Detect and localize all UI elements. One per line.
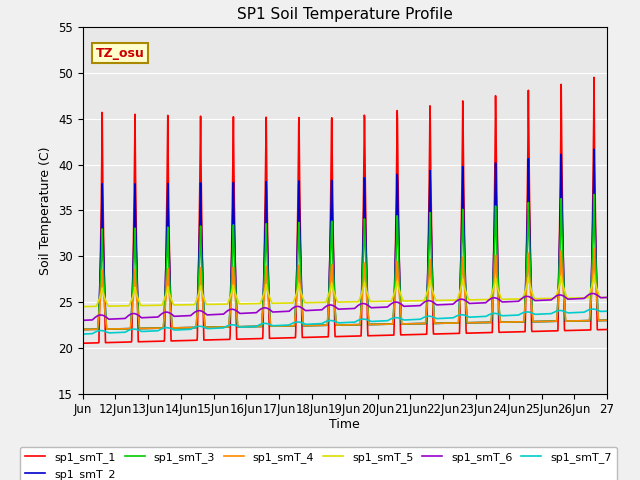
sp1_smT_2 [79, 326, 86, 332]
sp1_smT_4 [355, 322, 362, 327]
sp1_smT_6 [211, 312, 219, 317]
sp1_smT_7 [572, 310, 579, 315]
sp1_smT_6 [355, 302, 362, 308]
sp1_smT_7 [604, 308, 611, 314]
sp1_smT_7 [269, 323, 277, 329]
sp1_smT_4 [269, 324, 277, 329]
sp1_smT_5 [249, 301, 257, 307]
sp1_smT_7 [589, 306, 596, 312]
sp1_smT_3 [211, 324, 219, 330]
sp1_smT_3 [269, 324, 277, 329]
sp1_smT_1 [249, 336, 257, 342]
sp1_smT_2 [249, 324, 257, 329]
sp1_smT_6 [575, 296, 582, 301]
sp1_smT_1 [79, 340, 86, 346]
sp1_smT_3 [79, 326, 86, 332]
sp1_smT_4 [604, 317, 611, 323]
sp1_smT_1 [572, 327, 579, 333]
sp1_smT_5 [355, 299, 362, 305]
sp1_smT_6 [589, 290, 596, 296]
sp1_smT_7 [249, 324, 257, 330]
sp1_smT_2 [572, 318, 579, 324]
sp1_smT_5 [575, 295, 582, 301]
sp1_smT_2 [590, 146, 598, 152]
sp1_smT_5 [572, 295, 579, 301]
Legend: sp1_smT_1, sp1_smT_2, sp1_smT_3, sp1_smT_4, sp1_smT_5, sp1_smT_6, sp1_smT_7: sp1_smT_1, sp1_smT_2, sp1_smT_3, sp1_smT… [20, 447, 618, 480]
sp1_smT_4 [249, 324, 257, 329]
sp1_smT_6 [572, 296, 579, 302]
sp1_smT_4 [572, 318, 579, 324]
sp1_smT_3 [572, 318, 579, 324]
sp1_smT_3 [604, 317, 611, 323]
sp1_smT_6 [604, 295, 611, 300]
sp1_smT_3 [355, 322, 362, 327]
Line: sp1_smT_2: sp1_smT_2 [83, 149, 607, 329]
sp1_smT_5 [590, 272, 598, 278]
Y-axis label: Soil Temperature (C): Soil Temperature (C) [39, 146, 52, 275]
Line: sp1_smT_1: sp1_smT_1 [83, 77, 607, 343]
sp1_smT_5 [269, 300, 277, 306]
X-axis label: Time: Time [330, 418, 360, 431]
sp1_smT_6 [79, 317, 86, 323]
sp1_smT_1 [590, 74, 598, 80]
sp1_smT_2 [211, 324, 219, 330]
sp1_smT_3 [575, 318, 582, 324]
Line: sp1_smT_5: sp1_smT_5 [83, 275, 607, 307]
sp1_smT_1 [604, 326, 611, 332]
Line: sp1_smT_7: sp1_smT_7 [83, 309, 607, 334]
sp1_smT_5 [79, 304, 86, 310]
sp1_smT_7 [575, 310, 582, 315]
sp1_smT_4 [79, 326, 86, 332]
Line: sp1_smT_6: sp1_smT_6 [83, 293, 607, 320]
sp1_smT_4 [211, 324, 219, 330]
sp1_smT_4 [575, 318, 582, 324]
sp1_smT_5 [604, 295, 611, 300]
sp1_smT_5 [211, 301, 219, 307]
sp1_smT_2 [269, 324, 277, 329]
sp1_smT_2 [355, 322, 362, 327]
sp1_smT_7 [211, 325, 219, 331]
Title: SP1 Soil Temperature Profile: SP1 Soil Temperature Profile [237, 7, 452, 22]
Line: sp1_smT_4: sp1_smT_4 [83, 249, 607, 329]
sp1_smT_1 [575, 327, 582, 333]
sp1_smT_1 [211, 337, 219, 343]
Line: sp1_smT_3: sp1_smT_3 [83, 194, 607, 329]
sp1_smT_4 [590, 246, 598, 252]
sp1_smT_7 [79, 331, 86, 337]
sp1_smT_2 [604, 317, 611, 323]
sp1_smT_1 [355, 333, 362, 339]
sp1_smT_6 [249, 310, 257, 316]
Text: TZ_osu: TZ_osu [95, 47, 145, 60]
sp1_smT_7 [355, 317, 362, 323]
sp1_smT_1 [269, 336, 277, 341]
sp1_smT_3 [249, 324, 257, 329]
sp1_smT_6 [269, 309, 277, 315]
sp1_smT_3 [590, 192, 598, 197]
sp1_smT_2 [575, 318, 582, 324]
